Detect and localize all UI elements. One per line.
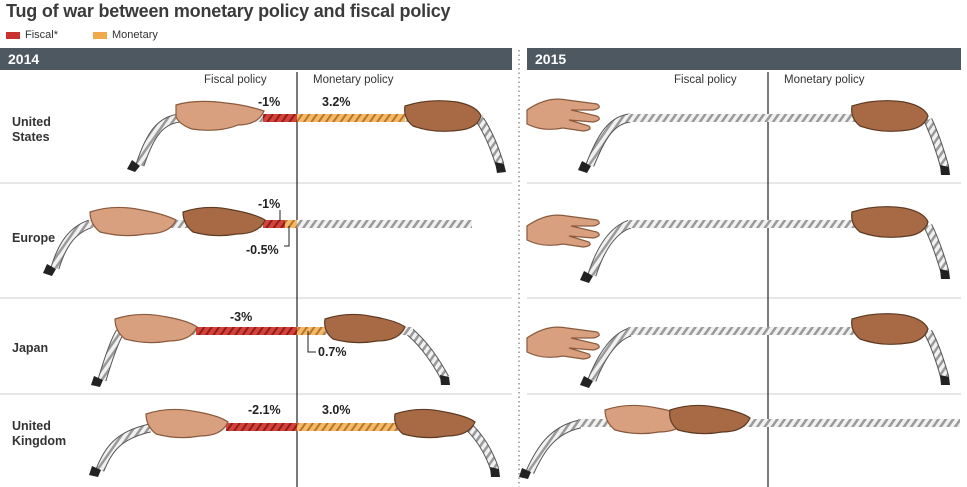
row-japan-2014 xyxy=(91,313,450,387)
open-hand xyxy=(526,326,600,360)
legend-fiscal-swatch xyxy=(6,32,20,39)
fiscal-hand xyxy=(89,206,177,237)
row-label-japan: Japan xyxy=(12,341,49,355)
rope-end xyxy=(89,466,101,477)
rope-end xyxy=(490,467,500,477)
rope-end xyxy=(580,271,593,283)
fiscal-hand xyxy=(669,404,751,435)
value-us-monetary: 3.2% xyxy=(322,95,351,109)
value-europe-fiscal: -1% xyxy=(258,197,281,211)
value-japan-fiscal: -3% xyxy=(230,310,253,324)
row-us-2015 xyxy=(526,98,950,175)
value-uk-fiscal: -2.1% xyxy=(248,403,281,417)
row-uk-2015 xyxy=(519,404,960,479)
legend-monetary-label: Monetary xyxy=(112,29,158,41)
rope-end xyxy=(940,165,950,175)
fiscal-rope-segment xyxy=(196,327,297,335)
rope-end xyxy=(440,375,450,385)
row-label-europe: Europe xyxy=(12,231,56,245)
leader-lines xyxy=(279,210,316,353)
legend-monetary-swatch xyxy=(93,32,107,39)
fiscal-rope-segment xyxy=(226,423,297,431)
monetary-hand xyxy=(851,206,929,238)
fiscal-rope-segment xyxy=(263,220,285,228)
monetary-rope-segment xyxy=(297,423,399,431)
col-label-fiscal-2015: Fiscal policy xyxy=(674,74,737,86)
monetary-rope-segment xyxy=(297,114,407,122)
open-hand xyxy=(526,98,600,132)
fiscal-hand xyxy=(114,313,198,344)
monetary-rope-segment xyxy=(297,327,327,335)
monetary-rope-segment xyxy=(285,220,297,228)
fiscal-hand xyxy=(175,100,265,131)
row-japan-2015 xyxy=(526,313,950,388)
col-label-monetary-2014: Monetary policy xyxy=(313,74,394,86)
row-label-united-kingdom: United Kingdom xyxy=(12,419,67,448)
monetary-hand xyxy=(404,100,482,132)
row-uk-2014 xyxy=(89,408,500,477)
open-hand xyxy=(526,214,600,248)
monetary-hand xyxy=(851,100,929,132)
rope-end xyxy=(91,376,103,387)
rope-end xyxy=(578,161,591,173)
row-europe-2015 xyxy=(526,206,950,283)
rope-end xyxy=(940,269,950,279)
rope-end xyxy=(580,376,593,388)
row-europe-2014 xyxy=(43,206,472,276)
row-us-2014 xyxy=(127,100,506,173)
value-japan-monetary: 0.7% xyxy=(318,345,347,359)
fiscal-rope-segment xyxy=(263,114,297,122)
row-separators xyxy=(0,182,961,395)
rope-end xyxy=(127,160,140,172)
monetary-hand xyxy=(394,408,476,439)
monetary-hand xyxy=(851,313,929,345)
value-uk-monetary: 3.0% xyxy=(322,403,351,417)
value-us-fiscal: -1% xyxy=(258,95,281,109)
monetary-hand xyxy=(324,313,406,344)
chart-title: Tug of war between monetary policy and f… xyxy=(6,1,451,21)
rope-end xyxy=(940,375,950,385)
panel-header-2015: 2015 xyxy=(527,48,961,70)
col-label-monetary-2015: Monetary policy xyxy=(784,74,865,86)
row-label-united-states: United States xyxy=(12,115,51,144)
col-label-fiscal-2014: Fiscal policy xyxy=(204,74,267,86)
legend-fiscal-label: Fiscal* xyxy=(25,29,59,41)
rope-end xyxy=(43,264,56,276)
panel-header-2014: 2014 xyxy=(0,48,512,70)
fiscal-hand xyxy=(182,206,266,237)
fiscal-hand xyxy=(145,408,229,439)
value-europe-monetary: -0.5% xyxy=(246,243,279,257)
rope-end xyxy=(495,162,506,173)
rope-end xyxy=(519,468,531,479)
